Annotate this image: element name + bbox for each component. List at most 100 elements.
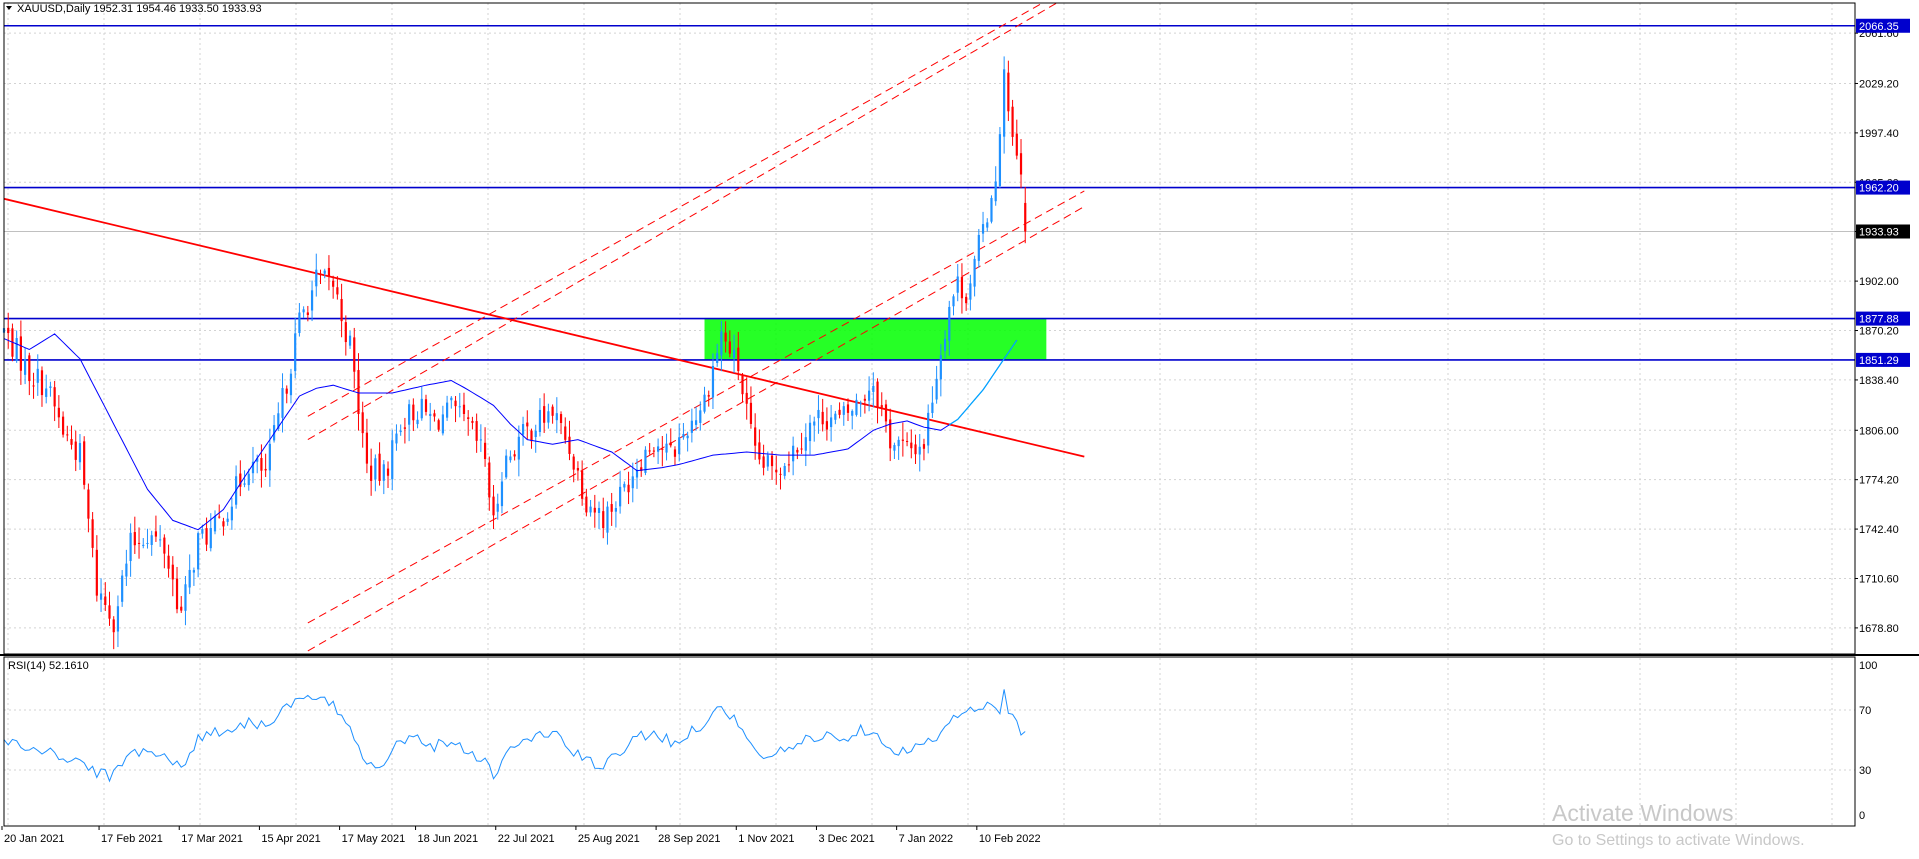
x-tick-label: 18 Jun 2021 [418, 833, 479, 845]
candle-bull [872, 385, 875, 392]
candle-bear [7, 327, 10, 334]
candle-bear [53, 387, 56, 407]
candle-bear [32, 385, 35, 387]
candles [2, 56, 1027, 650]
candle-bear [167, 555, 170, 569]
candle-bull [918, 446, 921, 455]
candle-bull [441, 414, 444, 434]
candle-bear [559, 414, 563, 424]
candle-bear [669, 442, 672, 446]
candle-bear [770, 455, 774, 467]
candle-bull [657, 446, 660, 452]
candle-bear [572, 456, 575, 470]
candle-bull [382, 464, 385, 481]
candle-bear [340, 298, 343, 322]
x-tick-label: 7 Jan 2022 [899, 833, 953, 845]
level-price-label: 1851.29 [1859, 355, 1899, 367]
y-tick-label: 1997.40 [1859, 128, 1899, 140]
candle-bear [787, 464, 791, 466]
candle-bull [606, 506, 609, 533]
rsi-panel-frame [3, 656, 1856, 827]
candle-bull [644, 449, 647, 473]
candle-bear [602, 511, 605, 529]
candle-bear [483, 442, 487, 460]
x-tick-label: 25 Aug 2021 [578, 833, 640, 845]
candle-bear [762, 456, 765, 468]
candle-bull [614, 508, 617, 512]
candle-bear [403, 427, 406, 429]
candle-bull [631, 476, 634, 489]
candle-bull [690, 420, 693, 433]
candle-bull [213, 515, 217, 532]
candle-bull [450, 397, 453, 401]
candle-bear [652, 450, 655, 452]
candle-bear [327, 267, 331, 277]
candle-bull [808, 422, 812, 442]
candle-bull [619, 486, 622, 507]
candle-bear [1024, 202, 1027, 232]
candle-bear [175, 578, 179, 610]
rsi-tick-label: 70 [1859, 705, 1871, 717]
candle-bull [711, 365, 715, 398]
candle-bull [294, 333, 297, 372]
candle-bull [830, 417, 833, 428]
candle-bear [905, 441, 909, 443]
candle-bear [264, 468, 267, 471]
candle-bull [804, 437, 807, 451]
candle-bull [547, 411, 550, 423]
candle-bull [986, 222, 989, 228]
candle-bear [492, 496, 495, 516]
candle-bull [420, 398, 423, 419]
candle-bull [897, 439, 900, 447]
candle-bull [348, 335, 352, 346]
candle-bear [361, 412, 364, 434]
candle-bear [965, 296, 968, 304]
candle-bull [939, 355, 942, 380]
candle-bear [344, 322, 347, 343]
candle-bull [766, 455, 769, 467]
candle-bull [281, 388, 284, 418]
candle-bull [981, 224, 985, 234]
x-tick-label: 28 Sep 2021 [658, 833, 720, 845]
candle-bear [884, 404, 888, 422]
candle-bear [960, 276, 964, 299]
candle-bull [1003, 69, 1006, 137]
candle-bull [842, 406, 845, 415]
candle-bear [745, 392, 748, 404]
candle-bear [673, 449, 677, 457]
chart-menu-triangle-icon[interactable] [6, 6, 12, 10]
candle-bull [589, 506, 592, 513]
candle-bear [661, 448, 664, 450]
rsi-label: RSI(14) 52.1610 [8, 660, 89, 672]
candle-bull [969, 283, 972, 300]
candle-bear [530, 430, 533, 442]
candle-bull [416, 419, 419, 425]
rsi-indicator: 100 70 30 0 [3, 660, 1877, 822]
x-tick-label: 1 Nov 2021 [738, 833, 794, 845]
candle-bear [70, 439, 73, 445]
moving-average [3, 333, 1018, 531]
candle-bull [15, 338, 18, 361]
candle-bear [112, 619, 115, 633]
candle-bull [408, 404, 411, 425]
y-tick-label: 1710.60 [1859, 573, 1899, 585]
candle-bull [597, 507, 601, 513]
candle-bull [479, 439, 482, 441]
candle-bull [509, 456, 512, 461]
x-tick-label: 15 Apr 2021 [261, 833, 320, 845]
candle-bear [180, 606, 183, 611]
candle-bull [952, 296, 955, 307]
candle-bull [732, 349, 736, 358]
candle-bear [83, 441, 86, 485]
candle-bull [973, 258, 976, 287]
x-tick-label: 17 Feb 2021 [101, 833, 163, 845]
candle-bear [728, 341, 731, 354]
candle-bear [821, 411, 824, 425]
candle-bull [323, 270, 326, 274]
candle-bear [610, 504, 613, 512]
rsi-tick-label: 0 [1859, 810, 1865, 822]
candle-bear [433, 413, 436, 417]
